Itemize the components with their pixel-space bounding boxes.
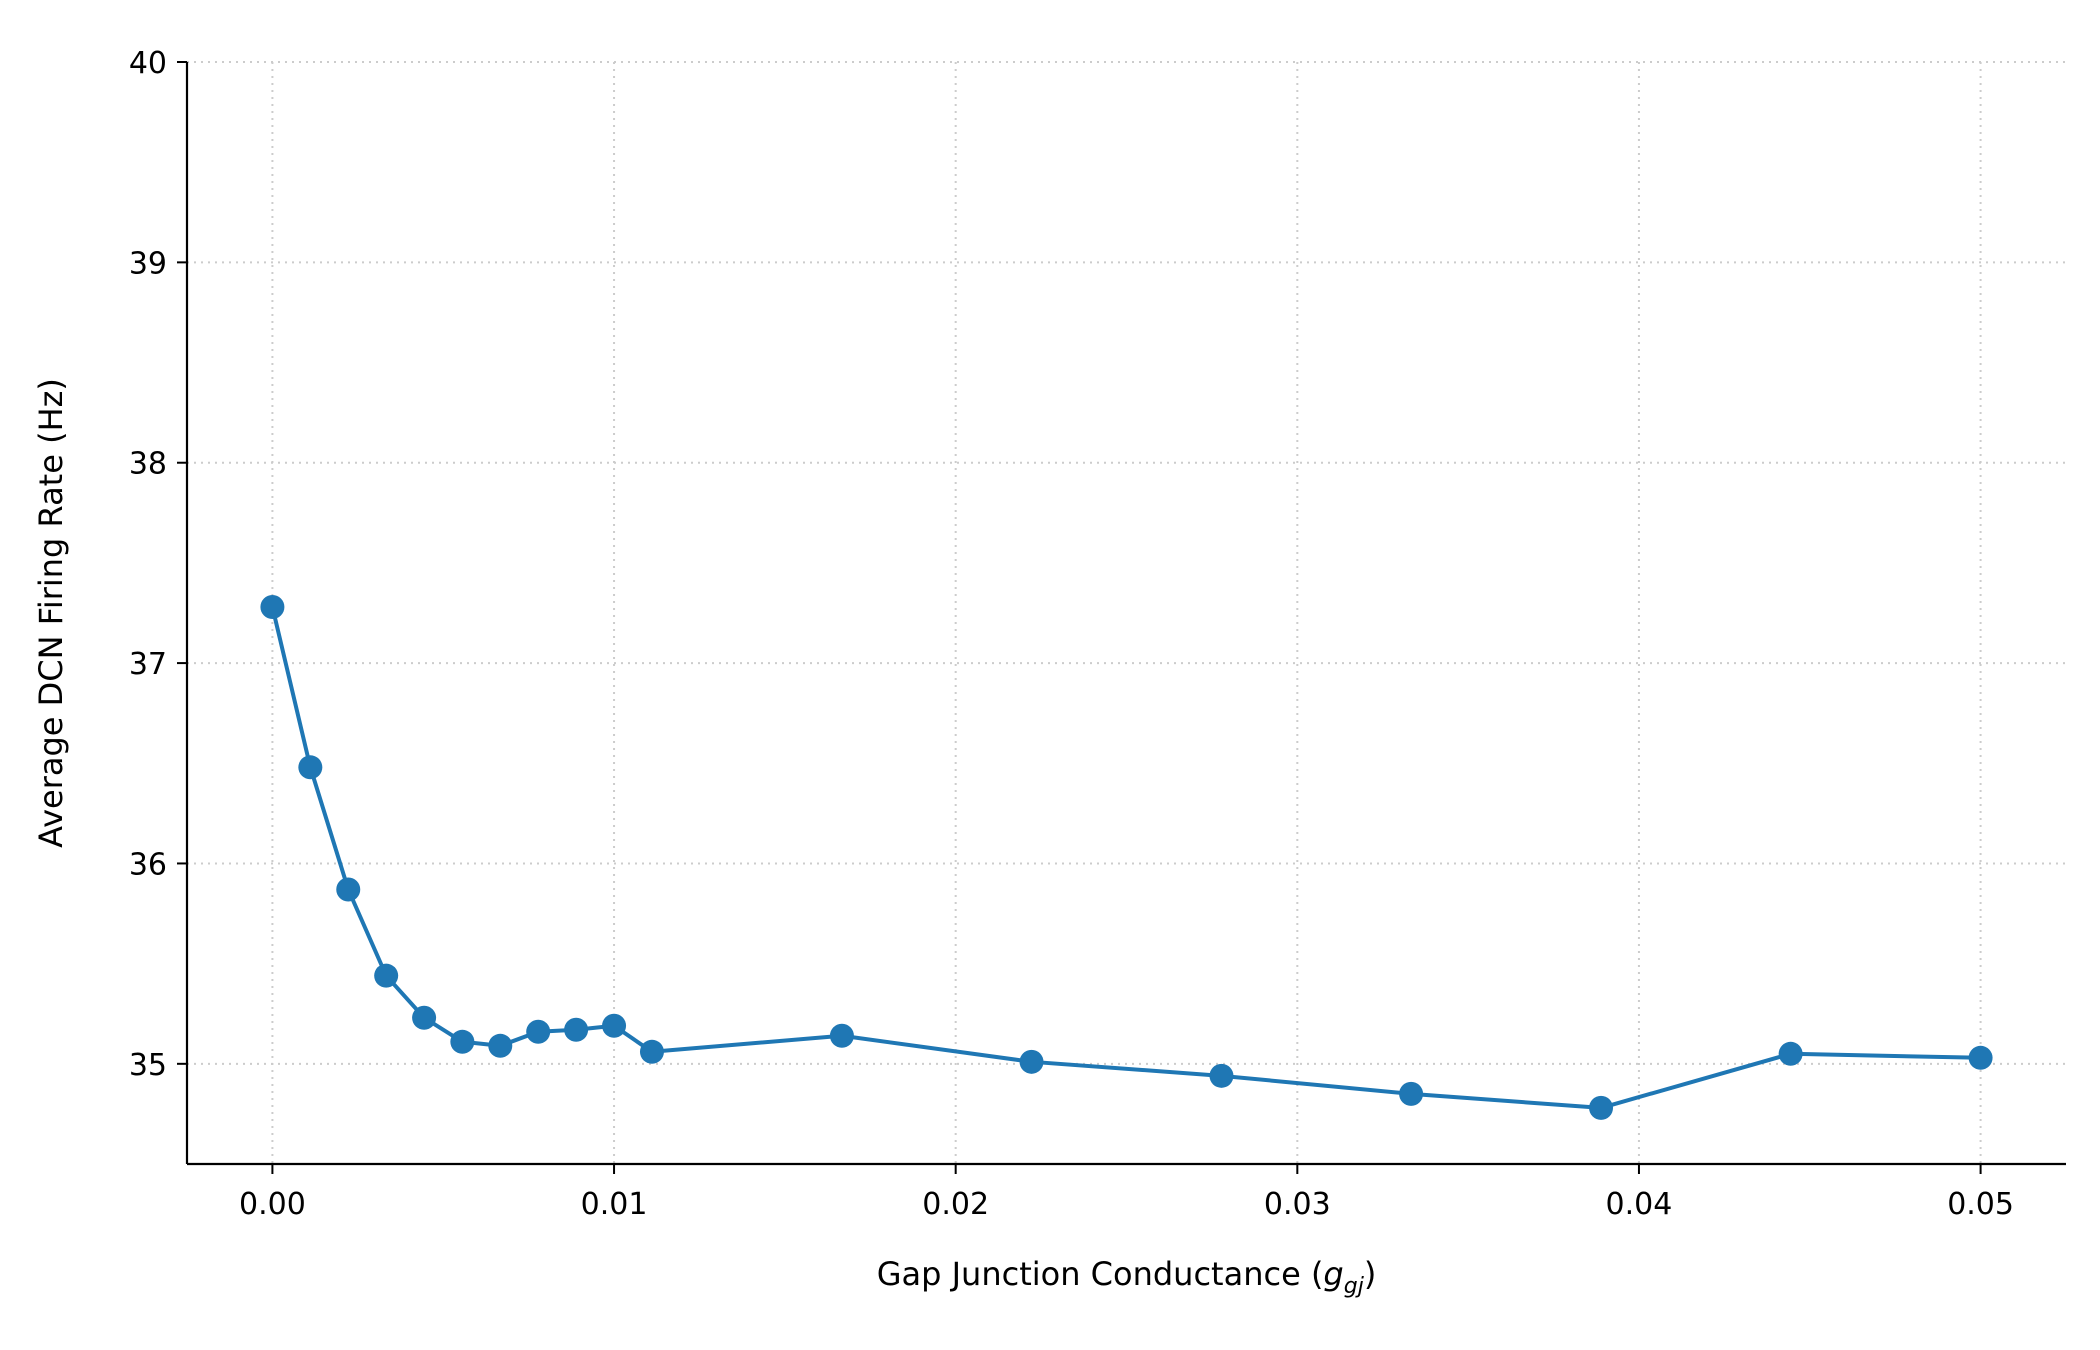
data-point: [602, 1013, 627, 1038]
x-axis-label-close: ): [1364, 1255, 1376, 1293]
data-point: [564, 1017, 589, 1042]
data-point: [450, 1029, 475, 1054]
data-point: [1968, 1045, 1993, 1070]
x-axis-label-symbol: g: [1323, 1255, 1343, 1293]
axes-layer: [185, 62, 2066, 1166]
x-tick-label: 0.01: [581, 1187, 648, 1222]
data-point: [829, 1023, 854, 1048]
data-point: [1209, 1063, 1234, 1088]
y-tick-label: 39: [129, 246, 167, 281]
data-point: [639, 1039, 664, 1064]
x-tick-label: 0.04: [1606, 1187, 1673, 1222]
data-point: [336, 877, 361, 902]
x-tick-label: 0.05: [1947, 1187, 2014, 1222]
y-axis-label: Average DCN Firing Rate (Hz): [32, 378, 70, 848]
x-tick-label: 0.02: [922, 1187, 989, 1222]
data-point: [1019, 1049, 1044, 1074]
grid-layer: [187, 61, 2066, 1164]
y-tick-label: 37: [129, 647, 167, 682]
data-point: [1589, 1095, 1614, 1120]
data-point: [1399, 1081, 1424, 1106]
data-point: [488, 1033, 513, 1058]
x-tick-label: 0.03: [1264, 1187, 1331, 1222]
data-point: [298, 755, 323, 780]
y-tick-label: 35: [129, 1048, 167, 1083]
series-line: [270, 606, 1981, 1110]
series-layer: [260, 594, 1993, 1120]
x-axis-label: Gap Junction Conductance (ggj): [877, 1255, 1377, 1299]
data-point: [374, 963, 399, 988]
y-tick-label: 40: [129, 46, 167, 81]
x-axis-label-main: Gap Junction Conductance (: [877, 1255, 1324, 1293]
ticks-layer: 0.00 0.01 0.02 0.03 0.04 0.05 35 36 37 38 39 40: [129, 46, 2014, 1222]
data-point: [526, 1019, 551, 1044]
data-point: [1778, 1041, 1803, 1066]
x-axis-label-subscript: gj: [1344, 1274, 1365, 1299]
data-point: [260, 594, 285, 619]
x-tick-label: 0.00: [239, 1187, 306, 1222]
data-point: [412, 1005, 437, 1030]
y-tick-label: 38: [129, 447, 167, 482]
y-tick-label: 36: [129, 847, 167, 882]
